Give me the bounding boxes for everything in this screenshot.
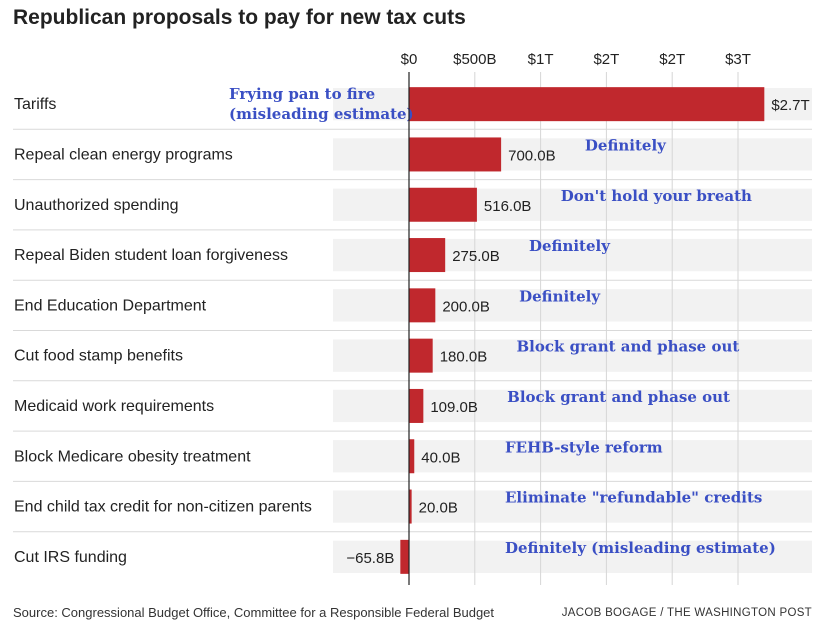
value-label: 700.0B xyxy=(508,147,556,164)
annotation: (misleading estimate) xyxy=(229,105,414,123)
annotation: Frying pan to fire xyxy=(229,85,375,103)
bar xyxy=(409,137,502,172)
annotation: Definitely xyxy=(585,136,667,154)
annotation: Eliminate "refundable" credits xyxy=(505,489,762,507)
bar xyxy=(409,187,477,222)
annotation: Block grant and phase out xyxy=(507,388,730,406)
row-background xyxy=(333,540,812,573)
bar xyxy=(409,288,436,323)
category-label: Block Medicare obesity treatment xyxy=(14,448,251,465)
bar xyxy=(400,539,409,574)
category-label: End Education Department xyxy=(14,297,207,314)
annotation: FEHB-style reform xyxy=(505,438,663,456)
bar xyxy=(409,338,433,373)
x-tick-label: $500B xyxy=(453,51,496,68)
category-label: Tariffs xyxy=(14,96,56,113)
category-label: Medicaid work requirements xyxy=(14,398,214,415)
row-background xyxy=(333,138,812,171)
bar xyxy=(409,388,424,423)
value-label: 20.0B xyxy=(419,500,458,517)
bar xyxy=(409,439,415,474)
x-tick-label: $1T xyxy=(528,51,554,68)
source-note: Source: Congressional Budget Office, Com… xyxy=(13,605,495,620)
row-background xyxy=(333,490,812,523)
value-label: 200.0B xyxy=(442,298,490,315)
annotation: Definitely xyxy=(529,237,611,255)
value-label: −65.8B xyxy=(346,550,394,567)
category-label: Cut food stamp benefits xyxy=(14,348,183,365)
value-label: $2.7T xyxy=(771,97,809,114)
x-tick-label: $2T xyxy=(659,51,685,68)
byline-credit: JACOB BOGAGE / THE WASHINGTON POST xyxy=(561,607,812,619)
x-tick-label: $0 xyxy=(401,51,418,68)
category-label: Cut IRS funding xyxy=(14,549,127,566)
annotation: Block grant and phase out xyxy=(516,338,739,356)
value-label: 516.0B xyxy=(484,198,532,215)
value-label: 109.0B xyxy=(430,399,478,416)
x-tick-label: $2T xyxy=(593,51,619,68)
annotation: Don't hold your breath xyxy=(561,187,752,205)
bar xyxy=(409,238,446,273)
category-label: Repeal Biden student loan forgiveness xyxy=(14,247,288,264)
annotation: Definitely xyxy=(519,287,601,305)
value-label: 275.0B xyxy=(452,248,500,265)
value-label: 180.0B xyxy=(440,349,488,366)
annotation: Definitely (misleading estimate) xyxy=(505,539,776,557)
category-label: Repeal clean energy programs xyxy=(14,146,233,163)
bar xyxy=(409,489,412,524)
category-label: Unauthorized spending xyxy=(14,197,179,214)
value-label: 40.0B xyxy=(421,449,460,466)
category-label: End child tax credit for non-citizen par… xyxy=(14,499,312,516)
bar xyxy=(409,87,765,122)
x-tick-label: $3T xyxy=(725,51,751,68)
chart-title: Republican proposals to pay for new tax … xyxy=(13,6,466,29)
